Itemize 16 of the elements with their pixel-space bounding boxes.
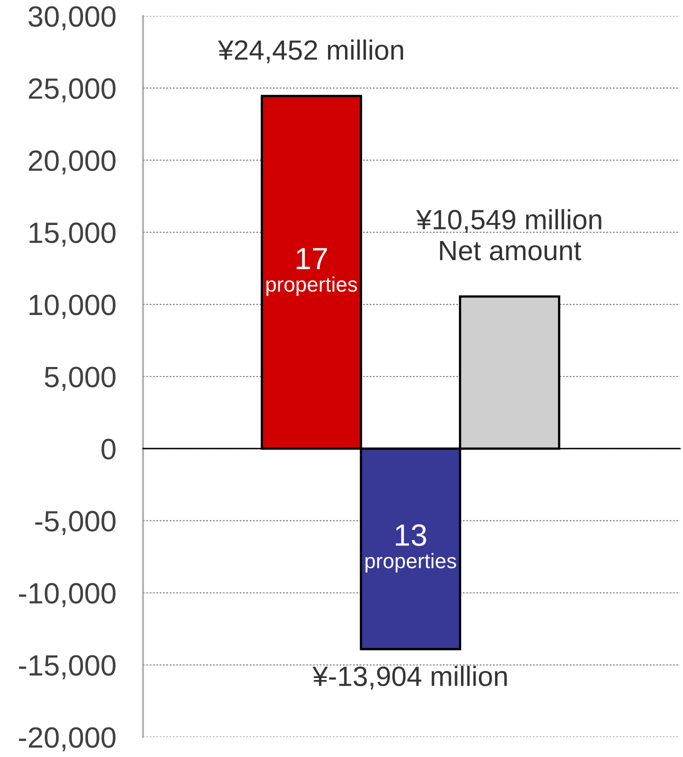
data-label: ¥24,452 million: [218, 40, 404, 64]
y-tick-label: 30,000: [28, 6, 116, 30]
y-tick-label: 10,000: [30, 294, 116, 319]
y-tick-label: -5,000: [35, 510, 116, 535]
annotation: 13 properties: [366, 524, 456, 572]
y-tick-label: 5,000: [44, 366, 116, 391]
y-tick-label: 25,000: [28, 78, 116, 102]
y-tick-label: -20,000: [18, 727, 116, 752]
y-tick-label: 0: [102, 438, 116, 460]
y-tick-label: 20,000: [28, 150, 116, 174]
y-tick-label: 15,000: [30, 222, 116, 247]
data-label: ¥-13,904 million: [312, 666, 507, 690]
y-tick-label: -15,000: [18, 655, 116, 680]
y-tick-label: -10,000: [18, 583, 116, 608]
annotation: 17 properties: [266, 248, 358, 296]
data-label: ¥10,549 million Net amount: [416, 209, 602, 260]
